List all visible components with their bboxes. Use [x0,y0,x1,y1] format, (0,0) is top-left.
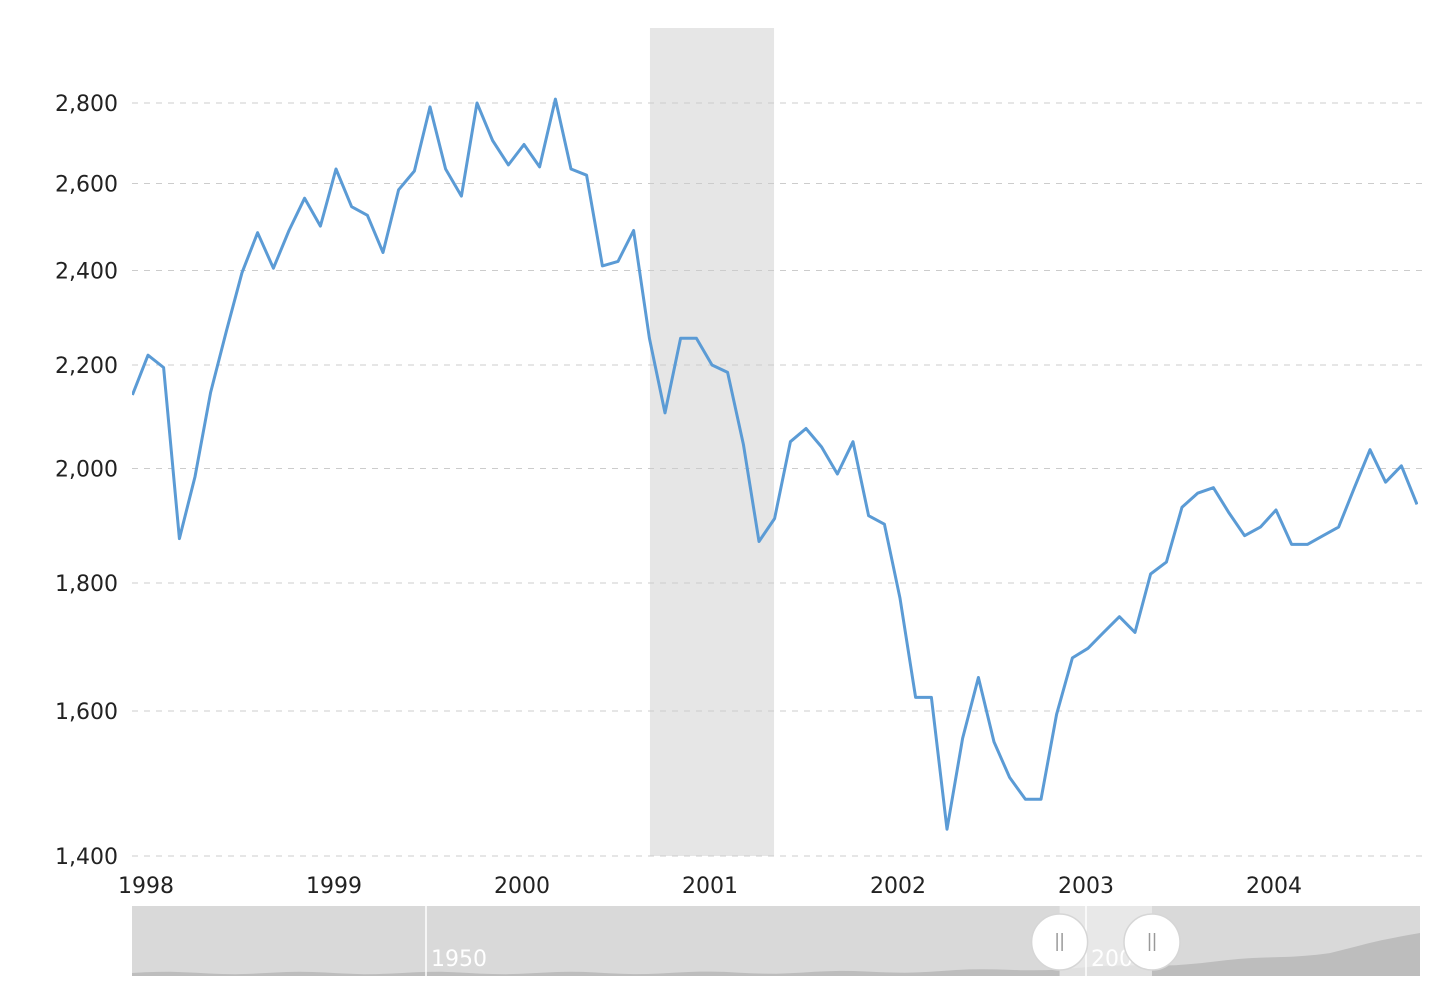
navigator-handles[interactable] [1030,913,1181,971]
x-tick-label: 1998 [118,874,174,899]
x-tick-label: 2004 [1246,874,1302,899]
x-tick-label: 2002 [870,874,926,899]
y-tick-label: 2,200 [55,354,118,379]
recession-band-layer [649,28,775,856]
x-tick-label: 1999 [306,874,362,899]
x-tick-label: 2001 [682,874,738,899]
navigator-year-label: 1950 [431,947,487,972]
handle-circle[interactable] [1123,913,1181,971]
x-tick-label: 2000 [494,874,550,899]
y-tick-label: 2,600 [55,173,118,198]
navigator-handle-right[interactable] [1123,913,1181,971]
navigator-area-series [132,933,1420,976]
y-tick-label: 1,600 [55,700,118,725]
y-tick-label: 1,400 [55,845,118,870]
y-tick-label: 2,800 [55,92,118,117]
navigator-handle-left[interactable] [1030,913,1089,971]
plot-area[interactable] [132,97,1418,831]
y-tick-label: 2,400 [55,259,118,284]
range-navigator[interactable]: 1950 200 [132,906,1420,976]
gridlines [132,102,1426,857]
y-tick-label: 2,000 [55,458,118,483]
y-tick-label: 1,800 [55,572,118,597]
x-axis: 1998 1999 2000 2001 2002 2003 2004 [118,874,1302,899]
recession-band [649,28,775,856]
series-line[interactable] [132,97,1418,831]
handle-circle[interactable] [1030,913,1089,971]
x-tick-label: 2003 [1058,874,1114,899]
y-axis: 1,400 1,600 1,800 2,000 2,200 2,400 2,600 2,800 [55,92,118,870]
